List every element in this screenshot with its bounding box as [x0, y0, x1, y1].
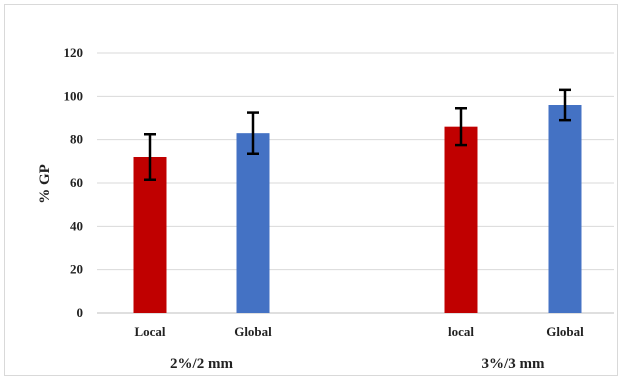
- x-category-label: Local: [134, 324, 165, 339]
- chart-frame: [4, 4, 618, 376]
- y-tick-label: 100: [64, 88, 84, 103]
- y-axis-label: % GP: [37, 164, 53, 204]
- bar-3: [548, 105, 582, 313]
- x-category-label: Global: [546, 324, 584, 339]
- y-tick-label: 40: [70, 218, 83, 233]
- x-group-label: 2%/2 mm: [170, 356, 233, 372]
- bar-0: [133, 157, 167, 313]
- bars: [133, 105, 582, 314]
- y-tick-label: 60: [70, 175, 83, 190]
- y-tick-label: 0: [77, 305, 84, 320]
- error-bar-2: [455, 107, 467, 147]
- bar-2: [444, 126, 478, 314]
- error-bar-0: [144, 133, 156, 181]
- gridlines: [97, 52, 614, 314]
- x-category-label: Global: [234, 324, 272, 339]
- x-axis-groups: 2%/2 mm 3%/3 mm: [170, 356, 545, 372]
- y-tick-label: 20: [70, 262, 83, 277]
- error-bars: [144, 88, 571, 181]
- y-tick-label: 80: [70, 132, 83, 147]
- y-axis-ticks: 0 20 40 60 80 100 120: [64, 45, 84, 320]
- x-category-label: local: [448, 324, 474, 339]
- error-bar-3: [559, 88, 571, 122]
- x-axis-categories: Local Global local Global: [134, 324, 584, 339]
- error-bar-1: [247, 111, 259, 155]
- bar-1: [236, 133, 270, 313]
- x-group-label: 3%/3 mm: [482, 356, 545, 372]
- y-tick-label: 120: [64, 45, 84, 60]
